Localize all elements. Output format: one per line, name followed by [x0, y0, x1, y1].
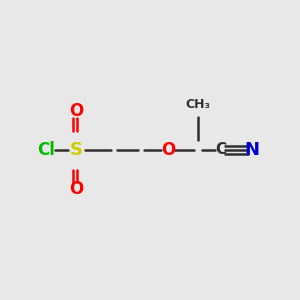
Text: Cl: Cl [38, 141, 56, 159]
Text: N: N [244, 141, 260, 159]
Text: O: O [69, 102, 84, 120]
Text: O: O [161, 141, 175, 159]
Text: S: S [70, 141, 83, 159]
Text: C: C [215, 142, 226, 158]
Text: O: O [69, 180, 84, 198]
Text: CH₃: CH₃ [185, 98, 211, 112]
